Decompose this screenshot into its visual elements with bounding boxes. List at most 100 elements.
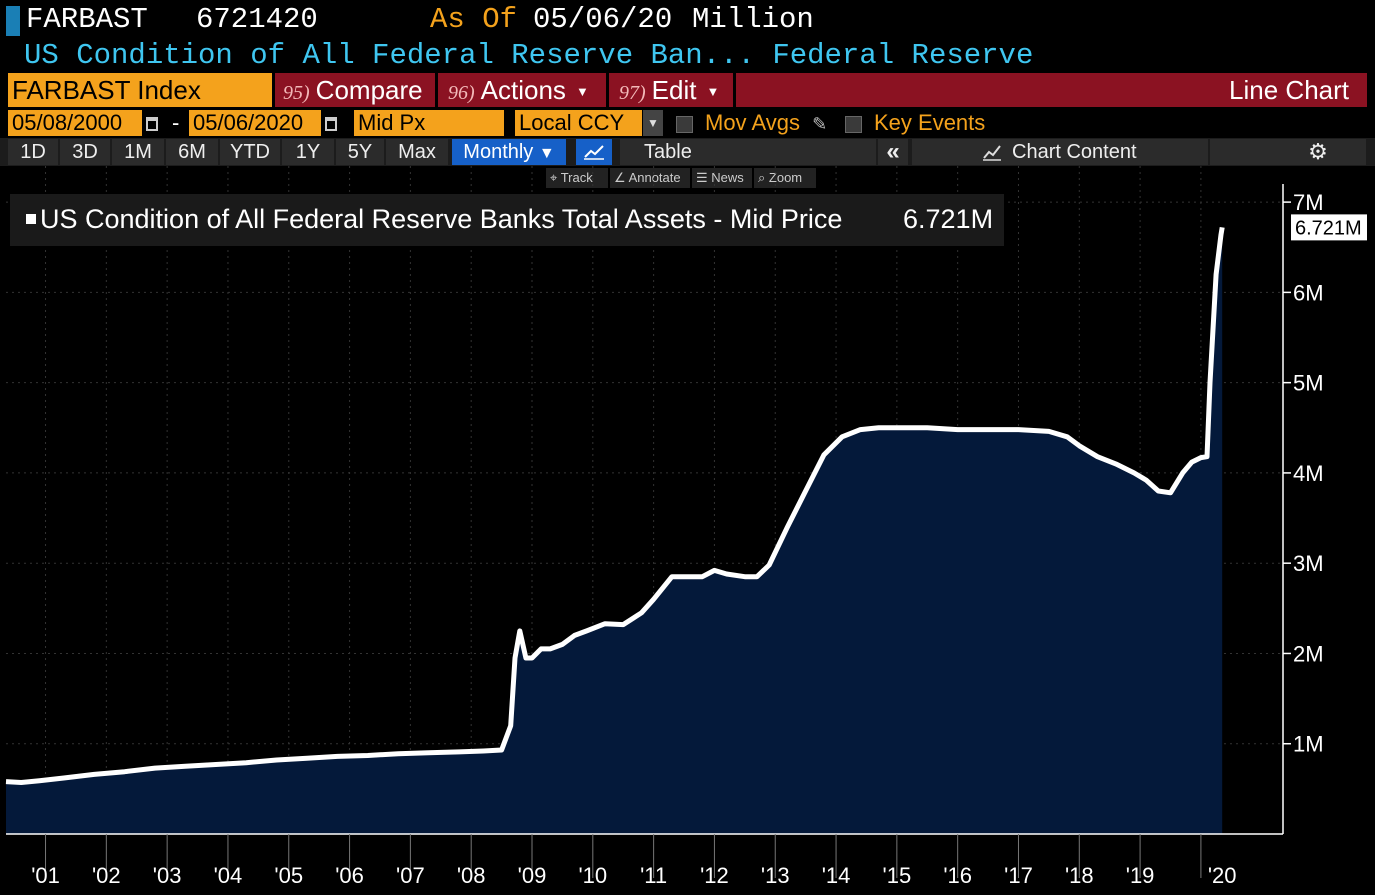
- chart-type-label[interactable]: Line Chart: [736, 73, 1367, 107]
- series-area: [6, 227, 1223, 834]
- caret-down-icon[interactable]: ▼: [643, 110, 663, 136]
- x-tick-label: '05: [274, 863, 303, 888]
- security-header: FARBAST 6721420 As Of 05/06/20 Million: [0, 0, 1375, 38]
- edit-button[interactable]: 97) Edit ▼: [609, 73, 733, 107]
- track-label: Track: [560, 170, 593, 185]
- y-tick-label: 1M: [1293, 732, 1324, 757]
- x-tick-label: '13: [761, 863, 790, 888]
- caret-down-icon: ▼: [575, 84, 589, 100]
- x-tick-label: '10: [578, 863, 607, 888]
- x-tick-label: '07: [396, 863, 425, 888]
- x-tick-label: '20: [1208, 863, 1237, 888]
- x-tick-label: '08: [457, 863, 486, 888]
- security-field[interactable]: FARBAST Index: [8, 73, 272, 107]
- x-tick-label: '16: [943, 863, 972, 888]
- caret-down-icon: ▼: [706, 84, 720, 100]
- annotate-tool[interactable]: ∠ Annotate: [610, 168, 690, 188]
- track-tool[interactable]: ⌖ Track: [546, 168, 608, 188]
- ticker: FARBAST: [26, 3, 148, 36]
- y-tick-label: 7M: [1293, 190, 1324, 215]
- ticker-marker: [6, 6, 20, 36]
- last-value-text: 6.721M: [1295, 217, 1362, 239]
- key-events-checkbox[interactable]: [845, 115, 862, 133]
- key-events-label: Key Events: [874, 110, 986, 135]
- mov-avgs-toggle[interactable]: Mov Avgs ✎: [676, 110, 827, 136]
- unit-label: Million: [692, 3, 814, 36]
- news-label: News: [711, 170, 744, 185]
- compare-button[interactable]: 95) Compare: [275, 73, 435, 107]
- frequency-label: Monthly: [463, 141, 534, 163]
- table-button[interactable]: Table: [620, 139, 876, 165]
- caret-down-icon: ▼: [538, 145, 555, 162]
- key-events-toggle[interactable]: Key Events: [845, 110, 985, 136]
- crosshair-icon: ⌖: [550, 170, 558, 185]
- zoom-label: Zoom: [768, 170, 803, 185]
- legend-value: 6.721M: [903, 204, 994, 234]
- gear-icon[interactable]: ⚙: [1210, 139, 1366, 165]
- period-1d[interactable]: 1D: [8, 139, 58, 165]
- pencil-icon[interactable]: ✎: [812, 114, 828, 134]
- period-6m[interactable]: 6M: [166, 139, 218, 165]
- x-tick-label: '01: [31, 863, 60, 888]
- compare-number: 95): [283, 82, 310, 104]
- frequency-select[interactable]: Monthly ▼: [452, 139, 566, 165]
- actions-label: Actions: [480, 75, 566, 105]
- period-ytd[interactable]: YTD: [220, 139, 280, 165]
- x-tick-label: '11: [640, 863, 667, 888]
- calendar-icon[interactable]: [325, 110, 345, 136]
- annotate-icon: ∠: [614, 170, 626, 185]
- x-tick-label: '06: [335, 863, 364, 888]
- x-tick-label: '02: [92, 863, 121, 888]
- as-of-date: 05/06/20: [533, 3, 673, 36]
- actions-button[interactable]: 96) Actions ▼: [438, 73, 606, 107]
- currency-select[interactable]: Local CCY: [515, 110, 642, 136]
- x-tick-label: '19: [1126, 863, 1155, 888]
- period-3d[interactable]: 3D: [60, 139, 110, 165]
- y-axis-ticks: 1M 2M 3M 4M 5M 6M 7M: [1283, 190, 1324, 757]
- settings-bar: 05/08/2000 - 05/06/2020 Mid Px Local CCY…: [0, 108, 1375, 138]
- security-description: US Condition of All Federal Reserve Ban.…: [24, 39, 1034, 72]
- chart-content-label: Chart Content: [1012, 141, 1137, 163]
- x-tick-label: '17: [1004, 863, 1033, 888]
- series-line[interactable]: [5, 226, 1225, 785]
- compare-label: Compare: [315, 75, 423, 105]
- double-chevron-left-icon[interactable]: «: [878, 139, 908, 165]
- price-field-select[interactable]: Mid Px: [354, 110, 504, 136]
- y-tick-label: 6M: [1293, 280, 1324, 305]
- zoom-tool[interactable]: ⌕ Zoom: [754, 168, 816, 188]
- x-tick-label: '12: [700, 863, 729, 888]
- annotate-label: Annotate: [628, 170, 681, 185]
- legend-series-name: US Condition of All Federal Reserve Bank…: [40, 204, 843, 234]
- menu-bar: FARBAST Index 95) Compare 96) Actions ▼ 97)…: [0, 73, 1375, 107]
- edit-number: 97): [619, 82, 646, 104]
- period-bar: 1D 3D 1M 6M YTD 1Y 5Y Max Monthly ▼ Tabl…: [0, 138, 1375, 166]
- period-1m[interactable]: 1M: [112, 139, 164, 165]
- period-max[interactable]: Max: [386, 139, 448, 165]
- period-1y[interactable]: 1Y: [282, 139, 334, 165]
- legend-marker: [26, 214, 36, 224]
- mov-avgs-label: Mov Avgs: [705, 110, 800, 135]
- news-tool[interactable]: ☰ News: [692, 168, 752, 188]
- last-value-label: 6.721M: [1291, 214, 1367, 241]
- calendar-icon[interactable]: [146, 110, 166, 136]
- news-icon: ☰: [696, 170, 708, 185]
- x-axis-ticks: '01 '02 '03 '04 '05 '06 '07 '08 '09 '10 '11 '12 '13 '…: [31, 834, 1237, 888]
- x-tick-label: '18: [1065, 863, 1094, 888]
- end-date-field[interactable]: 05/06/2020: [189, 110, 321, 136]
- actions-number: 96): [448, 82, 475, 104]
- line-chart-icon[interactable]: [576, 139, 612, 165]
- chart-content-button[interactable]: Chart Content: [912, 139, 1208, 165]
- y-tick-label: 2M: [1293, 641, 1324, 666]
- x-tick-label: '03: [153, 863, 182, 888]
- x-tick-label: '09: [518, 863, 547, 888]
- period-5y[interactable]: 5Y: [336, 139, 384, 165]
- mov-avgs-checkbox[interactable]: [676, 115, 693, 133]
- last-value: 6721420: [196, 3, 318, 36]
- start-date-field[interactable]: 05/08/2000: [8, 110, 142, 136]
- edit-label: Edit: [651, 75, 697, 105]
- chart-content-icon: [983, 145, 1001, 161]
- y-tick-label: 3M: [1293, 551, 1324, 576]
- line-chart[interactable]: '01 '02 '03 '04 '05 '06 '07 '08 '09 '10 '11 '12 '13 '…: [0, 166, 1375, 895]
- date-separator: -: [172, 110, 180, 135]
- y-tick-label: 5M: [1293, 371, 1324, 396]
